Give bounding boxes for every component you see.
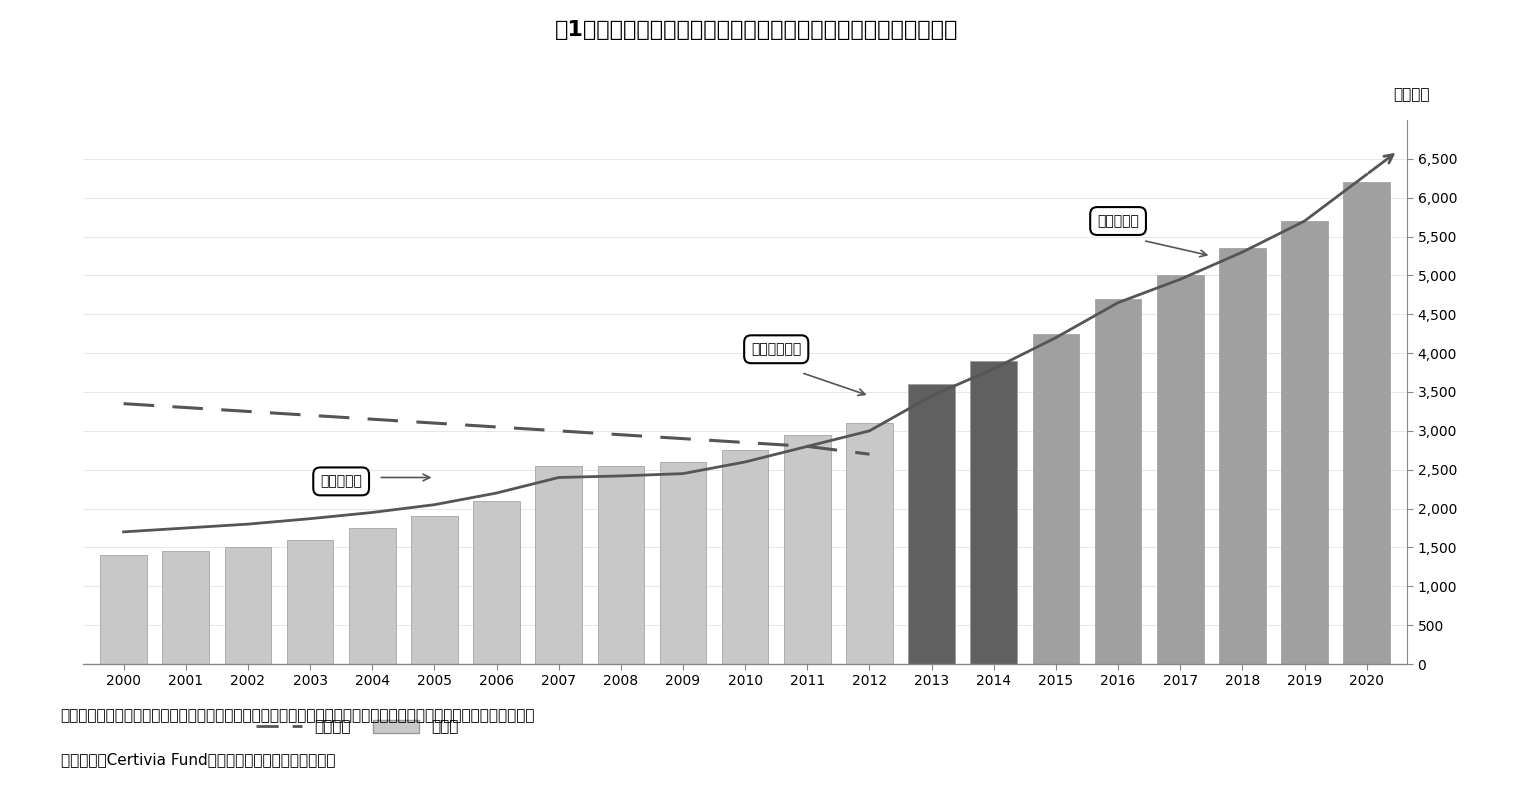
Bar — [1095, 298, 1141, 664]
Bar — [412, 516, 458, 664]
Bar — [474, 501, 520, 664]
Bar — [1344, 182, 1390, 664]
Text: 取引件数: 取引件数 — [1393, 87, 1430, 102]
Text: 年６％成長: 年６％成長 — [1097, 214, 1139, 228]
Text: （注）売買額のスケールは原図に示されていない。期間別の売買額の成長率のみが３期間にわたり記載されている。: （注）売買額のスケールは原図に示されていない。期間別の売買額の成長率のみが３期間… — [61, 708, 536, 723]
Bar — [598, 466, 645, 664]
Bar — [660, 462, 707, 664]
Text: 図1７　ヴィアジェの取引件数と所得伸び率の動向と今後の見通し: 図1７ ヴィアジェの取引件数と所得伸び率の動向と今後の見通し — [555, 20, 958, 40]
Bar — [287, 540, 333, 664]
Text: 年５％成長: 年５％成長 — [321, 474, 362, 488]
Bar — [1032, 334, 1079, 664]
Bar — [784, 434, 831, 664]
Bar — [100, 555, 147, 664]
Text: 年１１％成長: 年１１％成長 — [750, 342, 802, 356]
Bar — [1282, 221, 1328, 664]
Bar — [1157, 275, 1203, 664]
Bar — [1219, 248, 1266, 664]
Bar — [536, 466, 583, 664]
Bar — [846, 423, 893, 664]
Bar — [162, 551, 209, 664]
Bar — [908, 384, 955, 664]
Bar — [224, 547, 271, 664]
Text: （資料）　Certivia Fund　プレゼン資料に加筆・転載。: （資料） Certivia Fund プレゼン資料に加筆・転載。 — [61, 752, 334, 767]
Bar — [722, 450, 769, 664]
Bar — [970, 361, 1017, 664]
Legend: 取引件数, 売買額: 取引件数, 売買額 — [250, 714, 464, 741]
Bar — [350, 528, 395, 664]
